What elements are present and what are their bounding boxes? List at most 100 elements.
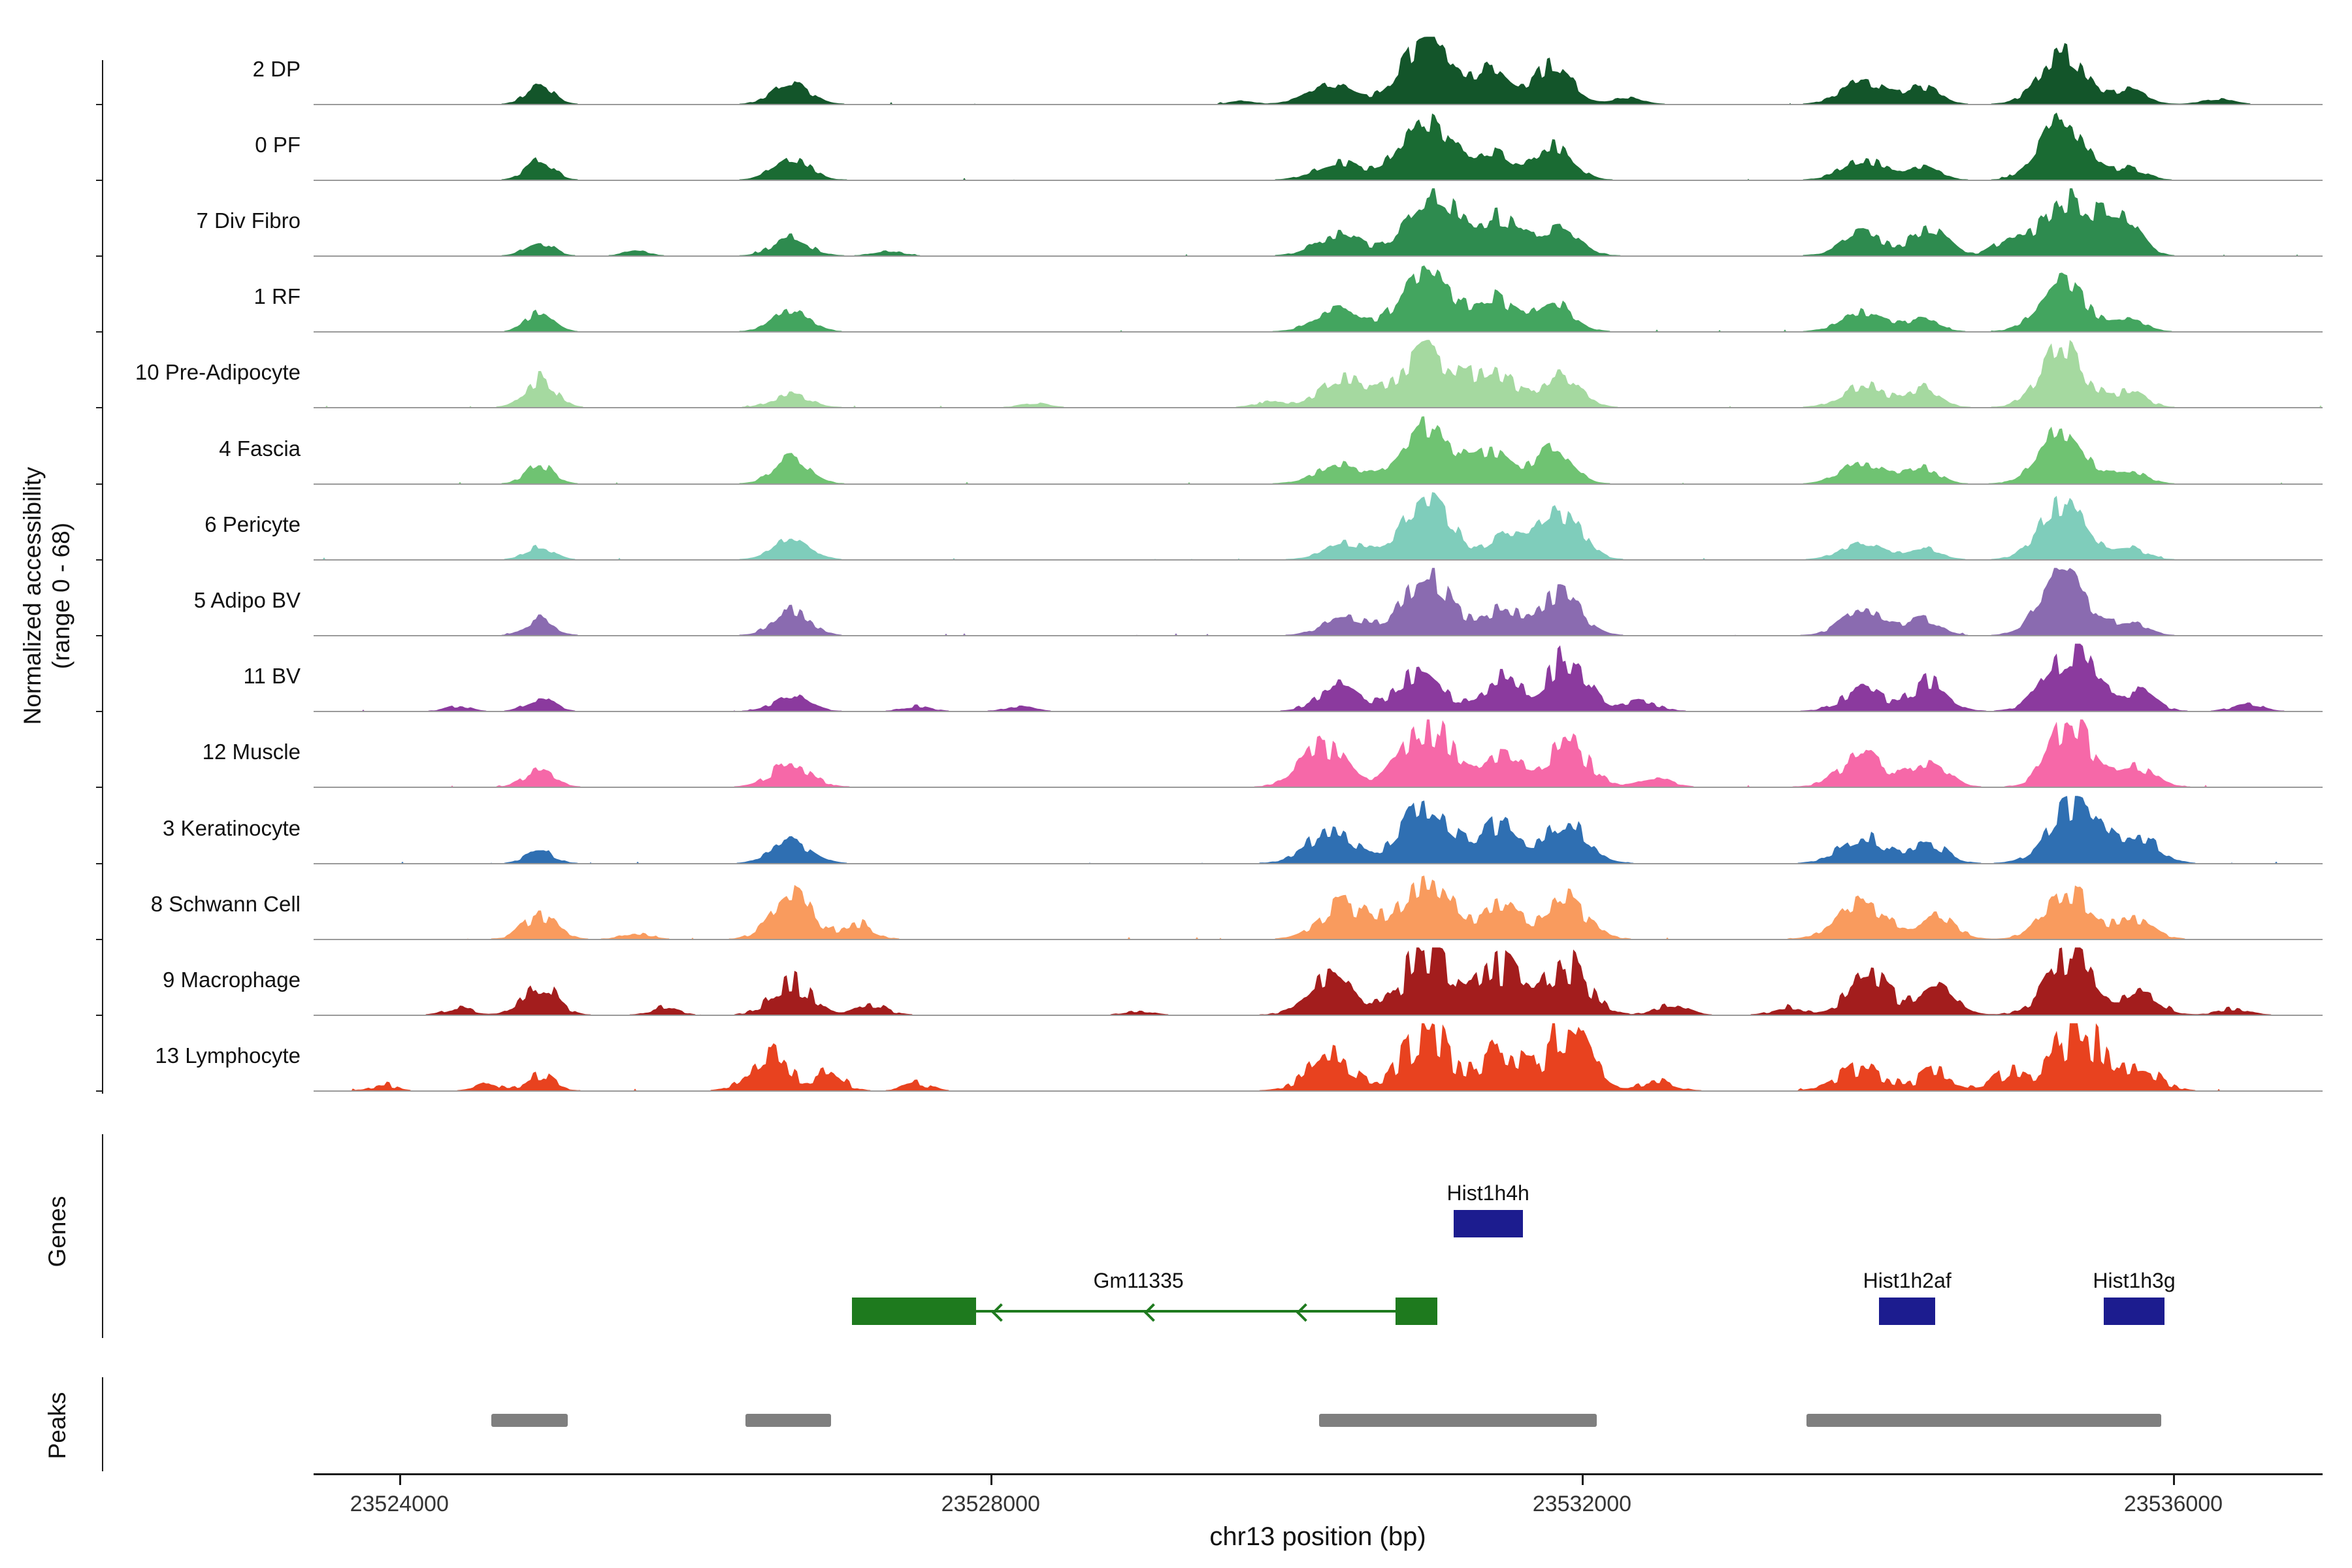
track-baseline <box>314 331 2323 333</box>
track-signal <box>451 719 2207 787</box>
peak-region-bar <box>745 1414 831 1427</box>
track-signal <box>401 795 2278 863</box>
track-signal <box>501 188 2298 255</box>
track-signal <box>501 568 2175 635</box>
track-signal <box>351 1023 2220 1091</box>
track-label: 11 BV <box>243 664 301 689</box>
gene-exon-box <box>2104 1298 2164 1325</box>
y-axis-tick <box>96 938 102 940</box>
x-axis-tick <box>1582 1475 1584 1485</box>
track-signal-area <box>323 491 2175 559</box>
track-baseline <box>314 483 2323 485</box>
track-signal <box>459 416 2283 483</box>
track-label: 12 Muscle <box>202 740 301 764</box>
track-baseline <box>314 1090 2323 1092</box>
genes-axis-line <box>102 1134 103 1338</box>
gene-intron-line <box>975 1310 1396 1313</box>
x-axis-tick <box>2173 1475 2175 1485</box>
gene-exon-box <box>1453 1210 1523 1237</box>
track-signal-area <box>425 947 2272 1015</box>
gene-label: Hist1h4h <box>1446 1181 1529 1205</box>
y-axis-tick <box>96 559 102 561</box>
track-signal-area <box>501 188 2298 255</box>
track-label: 1 RF <box>253 284 301 309</box>
track-signal-area <box>501 36 2251 104</box>
track-baseline <box>314 559 2323 561</box>
gene-label: Gm11335 <box>1093 1269 1184 1292</box>
track-signal-area <box>362 644 2285 711</box>
track-baseline <box>314 938 2323 940</box>
x-axis-tick-label: 23524000 <box>350 1492 449 1516</box>
track-signal <box>425 947 2272 1015</box>
y-axis-tick <box>96 483 102 485</box>
x-axis-tick-label: 23532000 <box>1532 1492 1632 1516</box>
track-signal <box>362 644 2285 711</box>
x-axis-tick <box>990 1475 992 1485</box>
peak-region-bar <box>1806 1414 2162 1427</box>
x-axis-tick-label: 23528000 <box>941 1492 1040 1516</box>
track-signal <box>325 340 2322 408</box>
peak-region-bar <box>491 1414 568 1427</box>
gene-exon-box <box>1879 1298 1936 1325</box>
track-label: 2 DP <box>252 56 301 81</box>
track-label: 6 Pericyte <box>204 512 301 536</box>
track-label: 3 Keratinocyte <box>163 815 301 840</box>
peaks-section-label: Peaks <box>44 1392 71 1460</box>
y-axis-tick <box>96 1014 102 1016</box>
x-axis-title: chr13 position (bp) <box>1209 1522 1426 1551</box>
track-signal <box>467 875 2185 939</box>
track-baseline <box>314 787 2323 789</box>
gene-label: Hist1h2af <box>1863 1269 1952 1292</box>
track-label: 4 Fascia <box>219 436 301 461</box>
tracks-axis-line <box>102 60 103 1094</box>
track-baseline <box>314 862 2323 864</box>
genes-section-label: Genes <box>44 1196 71 1267</box>
track-label: 7 Div Fibro <box>196 208 301 233</box>
track-signal-area <box>451 719 2207 787</box>
track-label: 5 Adipo BV <box>193 587 301 612</box>
y-axis-tick <box>96 787 102 789</box>
track-signal-area <box>401 795 2278 863</box>
peaks-axis-line <box>102 1377 103 1471</box>
track-signal-area <box>504 265 2172 332</box>
gene-exon-box <box>1396 1298 1437 1325</box>
track-label: 13 Lymphocyte <box>155 1043 301 1068</box>
y-axis-tick <box>96 407 102 409</box>
track-baseline <box>314 1014 2323 1016</box>
y-axis-tick <box>96 862 102 864</box>
y-axis-tick <box>96 331 102 333</box>
track-baseline <box>314 407 2323 409</box>
x-axis-line <box>314 1473 2323 1475</box>
peak-region-bar <box>1318 1414 1597 1427</box>
gene-strand-arrow-icon <box>991 1303 1011 1322</box>
track-signal-area <box>351 1023 2220 1091</box>
y-axis-label-line1: Normalized accessibility <box>19 466 46 725</box>
track-signal-area <box>501 112 2172 180</box>
track-signal <box>501 112 2172 180</box>
track-baseline <box>314 255 2323 257</box>
track-baseline <box>314 179 2323 181</box>
track-signal <box>501 36 2251 104</box>
x-axis-tick <box>399 1475 401 1485</box>
y-axis-tick <box>96 179 102 181</box>
gene-exon-box <box>851 1298 976 1325</box>
track-label: 8 Schwann Cell <box>150 891 301 916</box>
track-label: 9 Macrophage <box>163 967 301 992</box>
y-axis-tick <box>96 711 102 713</box>
gene-label: Hist1h3g <box>2093 1269 2176 1292</box>
gene-strand-arrow-icon <box>1296 1303 1315 1322</box>
track-baseline <box>314 103 2323 105</box>
track-signal <box>323 491 2175 559</box>
y-axis-tick <box>96 1090 102 1092</box>
y-axis-tick <box>96 255 102 257</box>
track-signal-area <box>467 875 2185 939</box>
track-label: 10 Pre-Adipocyte <box>135 360 301 385</box>
track-signal-area <box>459 416 2283 483</box>
track-baseline <box>314 711 2323 713</box>
y-axis-label: Normalized accessibility (range 0 - 68) <box>18 467 76 725</box>
x-axis-tick-label: 23536000 <box>2123 1492 2223 1516</box>
track-signal-area <box>501 568 2175 635</box>
track-signal <box>504 265 2172 332</box>
gene-strand-arrow-icon <box>1143 1303 1163 1322</box>
